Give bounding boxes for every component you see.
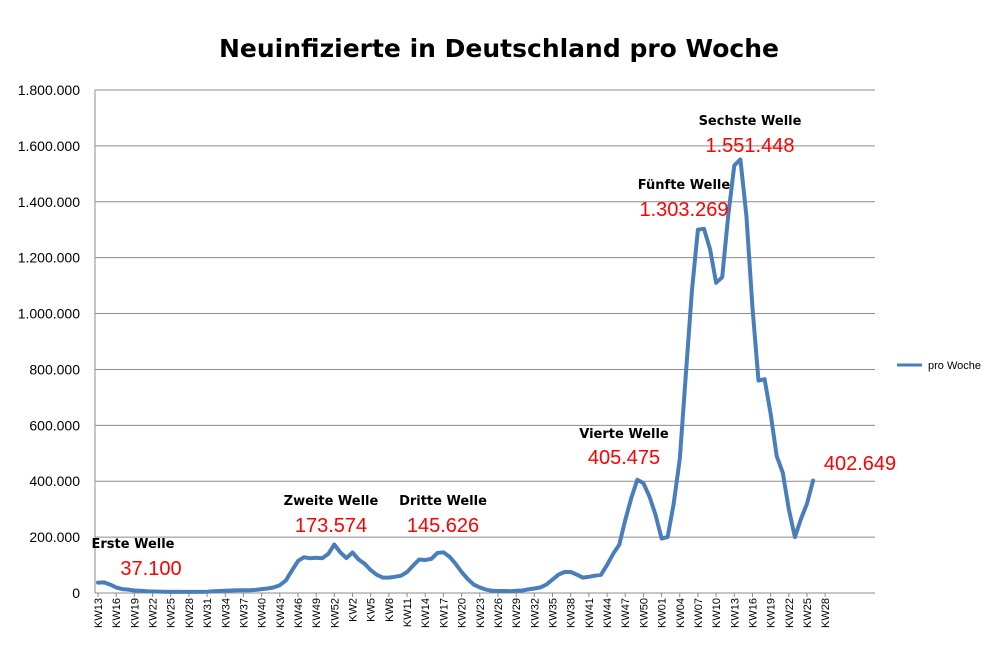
x-tick-label: KW41 (584, 598, 596, 628)
x-tick-label: KW20 (457, 598, 469, 628)
x-tick-label: KW5 (366, 598, 378, 622)
y-tick-label: 1.000.000 (18, 306, 80, 322)
y-tick-label: 0 (72, 585, 80, 601)
annotation-value: 1.303.269 (640, 199, 729, 221)
annotations: Erste Welle 37.100 Zweite Welle 173.574 Drit… (91, 114, 896, 580)
annotation-label: Zweite Welle (284, 494, 379, 509)
annotation-value: 402.649 (824, 453, 896, 475)
annotation-label: Vierte Welle (579, 427, 669, 442)
annotation-label: Erste Welle (91, 537, 174, 552)
x-tick-label: KW13 (729, 598, 741, 628)
y-tick-label: 1.800.000 (18, 82, 80, 98)
x-tick-label: KW07 (693, 598, 705, 628)
x-tick-label: KW22 (784, 598, 796, 628)
annotation-value: 37.100 (120, 558, 181, 580)
x-tick-label: KW35 (548, 598, 560, 628)
y-tick-label: 1.200.000 (18, 250, 80, 266)
y-axis-tick-labels: 0 200.000 400.000 600.000 800.000 1.000.000 1.… (18, 82, 81, 601)
x-tick-label: KW22 (148, 598, 160, 628)
x-tick-label: KW16 (111, 598, 123, 628)
x-tick-label: KW40 (257, 598, 269, 628)
annotation-label: Fünfte Welle (638, 178, 731, 193)
x-tick-label: KW25 (166, 598, 178, 628)
x-tick-label: KW44 (602, 598, 614, 628)
x-tick-label: KW14 (420, 598, 432, 628)
axes (94, 90, 875, 594)
x-tick-label: KW8 (384, 598, 396, 622)
grid-lines (95, 89, 875, 538)
x-tick-label: KW43 (275, 598, 287, 628)
x-tick-label: KW37 (238, 598, 250, 628)
x-tick-label: KW49 (311, 598, 323, 628)
x-tick-label: KW28 (184, 598, 196, 628)
x-tick-label: KW50 (638, 598, 650, 628)
annotation-label: Dritte Welle (399, 494, 487, 509)
annotation-value: 1.551.448 (706, 135, 795, 157)
x-tick-label: KW32 (529, 598, 541, 628)
x-tick-label: KW52 (329, 598, 341, 628)
chart-title: Neuinfizierte in Deutschland pro Woche (219, 34, 779, 63)
x-tick-label: KW31 (202, 598, 214, 628)
x-tick-label: KW25 (802, 598, 814, 628)
x-tick-label: KW23 (475, 598, 487, 628)
x-tick-label: KW19 (129, 598, 141, 628)
x-tick-label: KW38 (566, 598, 578, 628)
x-tick-label: KW19 (766, 598, 778, 628)
x-tick-label: KW28 (820, 598, 832, 628)
y-tick-label: 600.000 (29, 417, 80, 433)
x-tick-label: KW29 (511, 598, 523, 628)
series-line (96, 157, 816, 594)
x-tick-label: KW01 (657, 598, 669, 628)
x-tick-label: KW46 (293, 598, 305, 628)
y-tick-label: 800.000 (29, 361, 80, 377)
legend-label: pro Woche (928, 360, 981, 372)
x-tick-label: KW26 (493, 598, 505, 628)
x-tick-label: KW13 (93, 598, 105, 628)
y-tick-label: 1.600.000 (18, 138, 80, 154)
annotation-value: 405.475 (588, 447, 660, 469)
x-tick-label: KW47 (620, 598, 632, 628)
y-tick-label: 200.000 (29, 529, 80, 545)
x-tick-label: KW17 (438, 598, 450, 628)
annotation-value: 173.574 (295, 515, 367, 537)
y-tick-label: 1.400.000 (18, 194, 80, 210)
series-lines (96, 157, 816, 594)
x-tick-label: KW34 (220, 598, 232, 628)
x-axis-tick-labels: KW13 KW16 KW19 KW22 KW25 KW28 KW31 KW34 KW37 KW40… (93, 593, 832, 628)
annotation-value: 145.626 (407, 515, 479, 537)
x-tick-label: KW16 (747, 598, 759, 628)
x-tick-label: KW10 (711, 598, 723, 628)
x-tick-label: KW2 (348, 598, 360, 622)
annotation-label: Sechste Welle (699, 114, 802, 129)
legend: pro Woche (897, 360, 981, 372)
x-tick-label: KW11 (402, 598, 414, 627)
x-tick-label: KW04 (675, 598, 687, 628)
y-tick-label: 400.000 (29, 473, 80, 489)
